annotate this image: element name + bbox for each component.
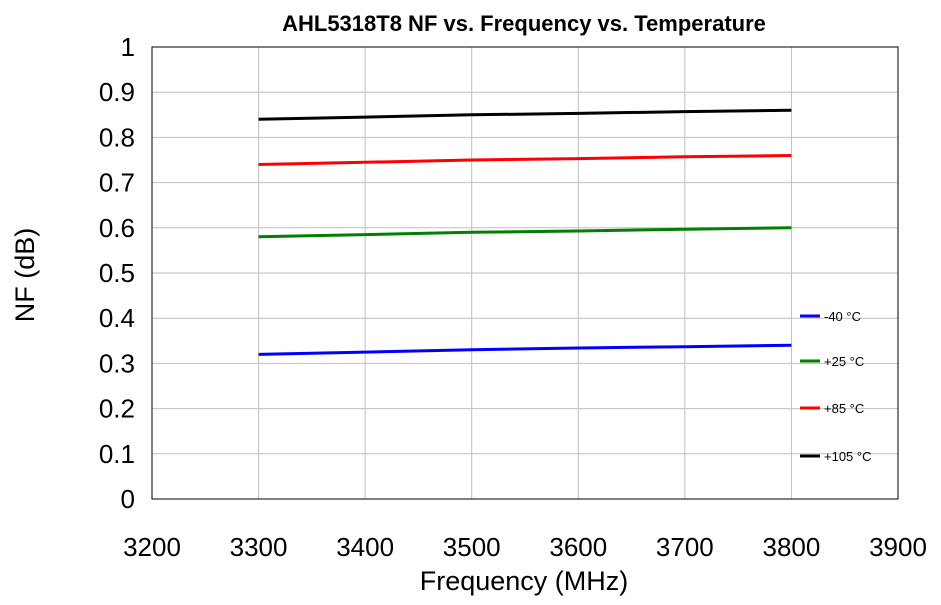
x-axis-ticks: 3200 3300 3400 3500 3600 3700 3800 3900 xyxy=(123,532,927,562)
series-lines xyxy=(258,108,792,356)
chart-title: AHL5318T8 NF vs. Frequency vs. Temperatu… xyxy=(282,11,766,36)
x-tick-label: 3500 xyxy=(443,532,501,562)
legend-label-0: -40 °C xyxy=(824,309,861,324)
series-line-1 xyxy=(258,226,792,239)
y-tick-label: 0.2 xyxy=(99,394,135,424)
y-tick-label: 0.7 xyxy=(99,168,135,198)
legend-label-2: +85 °C xyxy=(824,401,864,416)
x-tick-label: 3600 xyxy=(549,532,607,562)
x-tick-label: 3400 xyxy=(336,532,394,562)
y-tick-label: 0.9 xyxy=(99,77,135,107)
y-tick-label: 0.4 xyxy=(99,303,135,333)
y-tick-label: 0.5 xyxy=(99,258,135,288)
legend: -40 °C +25 °C +85 °C +105 °C xyxy=(800,309,871,464)
series-line-3 xyxy=(258,108,792,121)
y-tick-label: 0.8 xyxy=(99,122,135,152)
series-line-0 xyxy=(258,343,792,356)
grid xyxy=(151,46,899,500)
y-tick-label: 0.3 xyxy=(99,348,135,378)
x-tick-label: 3800 xyxy=(763,532,821,562)
x-tick-label: 3200 xyxy=(123,532,181,562)
x-tick-label: 3300 xyxy=(230,532,288,562)
x-tick-label: 3900 xyxy=(869,532,927,562)
y-tick-label: 0.1 xyxy=(99,439,135,469)
x-axis-label: Frequency (MHz) xyxy=(420,566,629,596)
plot-frame xyxy=(151,46,899,500)
y-axis-ticks: 0 0.1 0.2 0.3 0.4 0.5 0.6 0.7 0.8 0.9 1 xyxy=(99,32,135,514)
legend-label-3: +105 °C xyxy=(824,449,871,464)
x-tick-label: 3700 xyxy=(656,532,714,562)
y-tick-label: 0 xyxy=(121,484,135,514)
legend-label-1: +25 °C xyxy=(824,354,864,369)
y-tick-label: 1 xyxy=(121,32,135,62)
series-line-2 xyxy=(258,154,792,166)
y-axis-label: NF (dB) xyxy=(10,228,40,323)
y-tick-label: 0.6 xyxy=(99,213,135,243)
